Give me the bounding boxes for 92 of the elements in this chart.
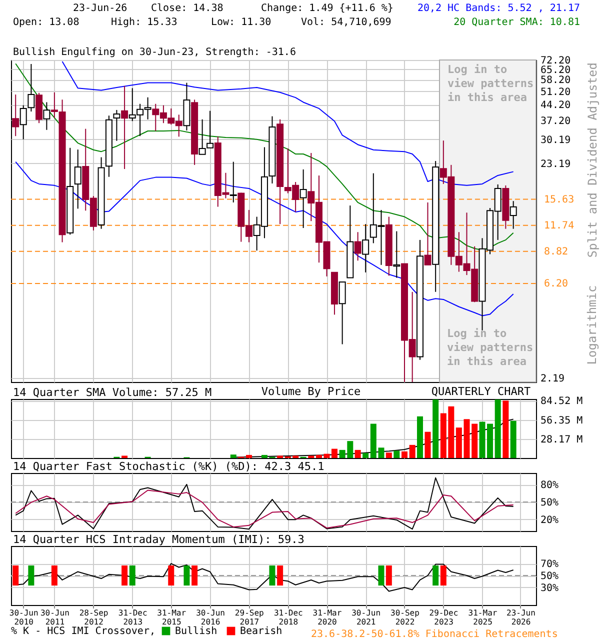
- y-tick-label: 56.35 M: [540, 415, 583, 426]
- bar: [424, 432, 431, 458]
- y-tick-label: 50%: [540, 498, 559, 508]
- candlestick: [510, 200, 517, 230]
- candlestick: [121, 85, 128, 170]
- y-tick-label: 70%: [540, 559, 559, 570]
- bar: [394, 450, 400, 458]
- candlestick: [28, 63, 35, 112]
- candlestick: [424, 202, 432, 266]
- bar: [246, 454, 252, 458]
- text: Change: 1.49 {+11.6 %}: [261, 3, 394, 14]
- x-tick-label: 30-Jun 2010: [9, 608, 38, 626]
- legend-label: Bearish: [240, 626, 282, 637]
- x-tick-label: 30-Jun 2011: [40, 608, 70, 626]
- x-tick-label: 31-Dec 2018: [274, 608, 304, 626]
- bar: [362, 452, 369, 458]
- bar: [230, 454, 236, 458]
- legend-title: % K - HCS IMI Crossover,: [11, 626, 156, 637]
- y-tick-label: 51.20: [540, 86, 571, 98]
- y-tick-label: 30.19: [540, 134, 571, 146]
- bar: [494, 399, 501, 458]
- candlestick: [300, 168, 307, 229]
- x-tick-label: 30-Jun 2021: [352, 608, 381, 626]
- bar: [502, 400, 509, 458]
- candlestick: [12, 94, 20, 137]
- candlestick: [393, 230, 400, 278]
- candlestick: [230, 161, 237, 203]
- chart-title: 14 Quarter HCS Intraday Momentum (IMI): 59.3: [13, 533, 304, 546]
- candlestick: [74, 149, 82, 210]
- y-tick-label: 23.19: [540, 158, 571, 170]
- y-tick-label: 20%: [540, 514, 559, 526]
- x-tick-label: 28-Sep 2012: [79, 608, 108, 626]
- y-tick-label: 44.20: [540, 100, 571, 112]
- ref-line-label: 15.63: [544, 194, 574, 206]
- bar: [354, 450, 361, 458]
- chart-title: 14 Quarter SMA Volume: 57.25 M: [13, 386, 212, 399]
- x-tick-label: 31-Dec 2013: [118, 608, 148, 626]
- x-tick-label: 23-Jun 2026: [506, 608, 536, 626]
- x-tick-label: 31-Mar 2025: [468, 608, 498, 626]
- text: Close: 14.38: [151, 3, 224, 14]
- annotation: Log in to view patterns in this area: [447, 327, 534, 368]
- text: 23.6-38.2-50-61.8% Fibonacci Retracements: [311, 629, 558, 640]
- y-axis-title: Split and Dividend Adjusted: [586, 62, 600, 258]
- text: 20 Quarter SMA: 10.81: [454, 17, 580, 28]
- text: Volume By Price: [261, 385, 361, 398]
- y-tick-label: 65.20: [540, 64, 571, 76]
- line-series: [15, 490, 514, 528]
- text: Low: 11.30: [211, 17, 272, 28]
- ref-line-label: 11.74: [544, 220, 574, 232]
- candlestick: [113, 109, 120, 142]
- y-tick-label: 30%: [540, 582, 559, 594]
- bar: [409, 444, 416, 458]
- y-tick-label: 58.20: [540, 75, 571, 86]
- bar: [432, 399, 439, 458]
- text: Vol: 54,710,699: [301, 17, 392, 28]
- ref-line-label: 8.82: [544, 246, 568, 258]
- candlestick: [354, 232, 362, 262]
- y-tick-label: 50%: [540, 571, 559, 582]
- candlestick: [338, 282, 346, 345]
- x-tick-label: 30-Jun 2016: [196, 608, 226, 626]
- text: QUARTERLY CHART: [431, 385, 532, 398]
- bar: [401, 451, 408, 458]
- text: 20,2 HC Bands: 5.52 , 21.17: [417, 3, 580, 14]
- band-label: Log in to view patterns in this area: [448, 63, 534, 104]
- y-tick-label: 72.20: [540, 56, 571, 66]
- bar: [416, 416, 423, 458]
- y-tick-label: 37.20: [540, 116, 571, 127]
- y-tick-label: 84.52 M: [540, 396, 583, 408]
- x-tick-label: 29-Dec 2023: [429, 608, 458, 626]
- bar: [456, 428, 462, 458]
- y-tick-label: 2.19: [540, 374, 565, 385]
- bar: [331, 448, 338, 458]
- text: 23-Jun-26: [73, 3, 128, 14]
- ref-line-label: 6.20: [544, 278, 568, 290]
- legend-label: Bullish: [175, 626, 218, 637]
- line-series: [15, 161, 514, 316]
- chart-title: 14 Quarter Fast Stochastic (%K) (%D): 42.3 45.1: [13, 460, 324, 473]
- bar: [386, 452, 392, 458]
- x-tick-label: 31-Mar 2020: [312, 608, 342, 626]
- bar: [510, 420, 516, 458]
- text: Bullish Engulfing on 30-Jun-23, Strength: -31.6: [13, 47, 296, 58]
- text: High: 15.33: [111, 17, 178, 28]
- candlestick: [362, 224, 370, 273]
- y-tick-label: 28.17 M: [540, 434, 583, 446]
- x-tick-label: 30-Sep 2022: [390, 608, 420, 626]
- text: Logarithmic: [585, 285, 599, 365]
- y-tick-label: 80%: [540, 480, 559, 492]
- x-tick-label: 29-Sep 2017: [234, 608, 264, 626]
- text: Open: 13.08: [13, 17, 80, 28]
- candlestick: [43, 102, 50, 130]
- candlestick: [20, 104, 27, 140]
- x-tick-label: 31-Mar 2015: [157, 608, 186, 626]
